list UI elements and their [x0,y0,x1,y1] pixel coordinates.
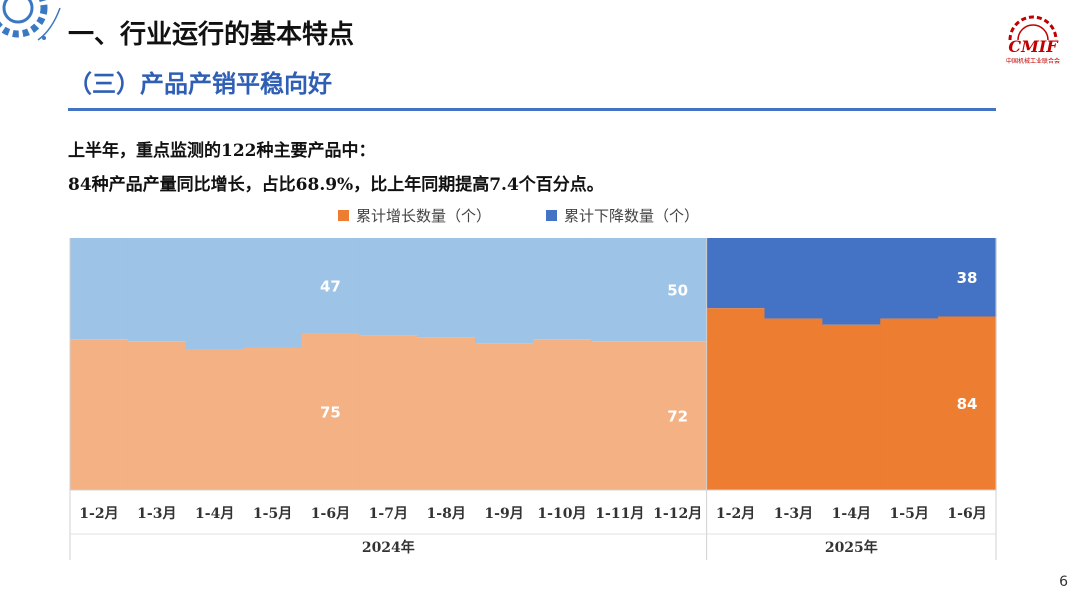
logo-caption: 中国机械工业联合会 [1006,57,1060,65]
area-segment-increase [127,341,187,490]
section-subtitle: （三）产品产销平稳向好 [68,70,332,98]
x-tick-label: 1-6月 [947,506,986,522]
x-tick-label: 1-12月 [653,506,702,522]
data-label: 38 [957,269,978,287]
area-segment-decrease [706,238,766,309]
area-segment-decrease [417,238,476,338]
title-divider [68,108,996,111]
x-tick-label: 1-3月 [137,506,176,522]
area-segment-increase [706,308,766,490]
area-segment-increase [590,341,650,490]
area-segment-increase [243,347,303,490]
legend-label-increase: 累计增长数量（个） [356,207,491,225]
description-line-1: 上半年，重点监测的122种主要产品中： [68,141,376,161]
cmif-logo: CMIF 中国机械工业联合会 [1006,15,1060,65]
area-segment-decrease [475,238,534,344]
data-label: 75 [320,404,341,422]
area-segment-increase [359,335,418,490]
legend-swatch-decrease [546,210,557,221]
area-segment-increase [417,337,476,490]
legend-label-decrease: 累计下降数量（个） [564,207,699,225]
area-segment-increase [301,333,360,490]
area-segment-decrease [127,238,187,342]
category-axis: 1-2月 1-3月 1-4月 1-5月 1-6月 1-7月 1-8月 1-9月 1-10月 1-1… [69,238,997,560]
area-segment-decrease [880,238,939,319]
x-tick-label: 1-2月 [79,506,118,522]
area-segment-increase [938,316,997,490]
x-tick-label: 1-10月 [537,506,586,522]
corner-gear-icon [0,0,61,41]
x-tick-label: 1-4月 [832,506,871,522]
x-tick-label: 1-4月 [195,506,234,522]
area-segment-decrease [243,238,303,348]
area-segment-decrease [590,238,650,342]
x-tick-label: 1-7月 [369,506,408,522]
x-tick-label: 1-3月 [774,506,813,522]
area-segment-decrease [301,238,360,334]
x-tick-label: 1-6月 [311,506,350,522]
area-segment-increase [822,324,881,490]
x-tick-label: 1-11月 [595,506,644,522]
x-tick-label: 1-5月 [253,506,292,522]
page-number: 6 [1059,574,1068,590]
x-tick-label: 1-9月 [484,506,523,522]
area-segment-increase [533,339,592,490]
area-segment-increase [475,343,534,490]
data-label: 72 [667,408,688,426]
area-segment-decrease [359,238,418,336]
area-segment-increase [70,339,129,490]
page-title: 一、行业运行的基本特点 [68,20,355,50]
area-segment-increase [764,318,823,490]
area-segment-increase [185,349,245,490]
logo-text: CMIF [1008,37,1059,56]
product-trend-chart: 累计增长数量（个） 累计下降数量（个） 47 50 38 75 72 84 1-2月 1-3… [69,207,997,560]
year-group-label: 2025年 [825,539,878,556]
data-label: 84 [957,395,978,413]
area-segment-decrease [533,238,592,340]
area-segment-decrease [822,238,881,325]
data-label: 50 [667,282,688,300]
area-segment-decrease [764,238,823,319]
x-tick-label: 1-2月 [716,506,755,522]
legend-swatch-increase [338,210,349,221]
description-line-2: 84种产品产量同比增长，占比68.9%，比上年同期提高7.4个百分点。 [68,175,604,195]
area-segment-decrease [70,238,129,340]
area-segment-decrease [648,238,708,342]
x-tick-label: 1-8月 [427,506,466,522]
chart-legend: 累计增长数量（个） 累计下降数量（个） [338,207,699,225]
area-segment-increase [880,318,939,490]
area-segment-decrease [938,238,997,317]
x-tick-label: 1-5月 [890,506,929,522]
year-group-label: 2024年 [362,539,415,556]
plot-area: 47 50 38 75 72 84 [70,238,997,490]
area-segment-decrease [185,238,245,350]
area-segment-increase [648,341,708,490]
data-label: 47 [320,278,341,296]
